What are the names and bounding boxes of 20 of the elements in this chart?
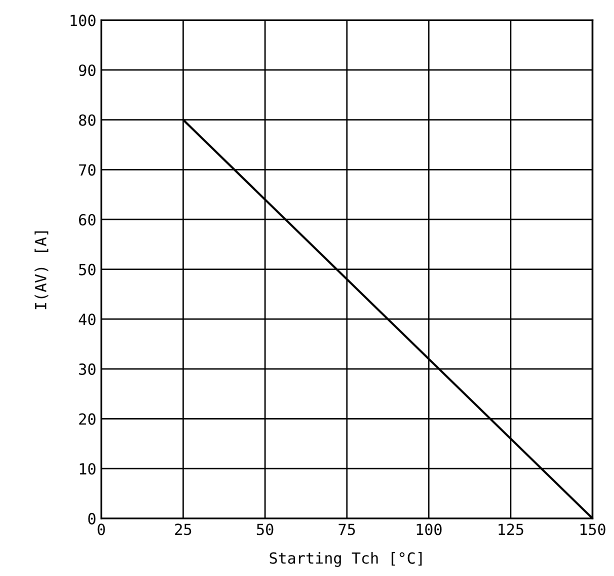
x-tick-label: 100 [416, 524, 442, 536]
y-tick-label: 50 [79, 264, 96, 276]
x-tick-label: 150 [580, 524, 606, 536]
x-tick-label: 75 [338, 524, 355, 536]
y-tick-label: 70 [79, 164, 96, 176]
x-tick-label: 0 [98, 524, 105, 536]
y-tick-label: 10 [80, 463, 96, 475]
y-tick-label: 90 [79, 64, 96, 76]
y-tick-label: 0 [88, 512, 96, 524]
y-tick-label: 60 [79, 214, 96, 226]
y-tick-label: 30 [79, 363, 96, 375]
y-tick-label: 20 [79, 413, 96, 425]
y-tick-label: 40 [78, 314, 96, 326]
x-tick-label: 125 [498, 524, 524, 536]
x-axis-title: Starting Tch [°C] [270, 552, 422, 567]
x-tick-label: 25 [175, 524, 192, 536]
x-tick-label: 50 [256, 524, 274, 536]
y-tick-label: 100 [70, 14, 96, 26]
y-tick-label: 80 [79, 114, 96, 126]
y-axis-title: I(AV) [A] [34, 231, 48, 310]
